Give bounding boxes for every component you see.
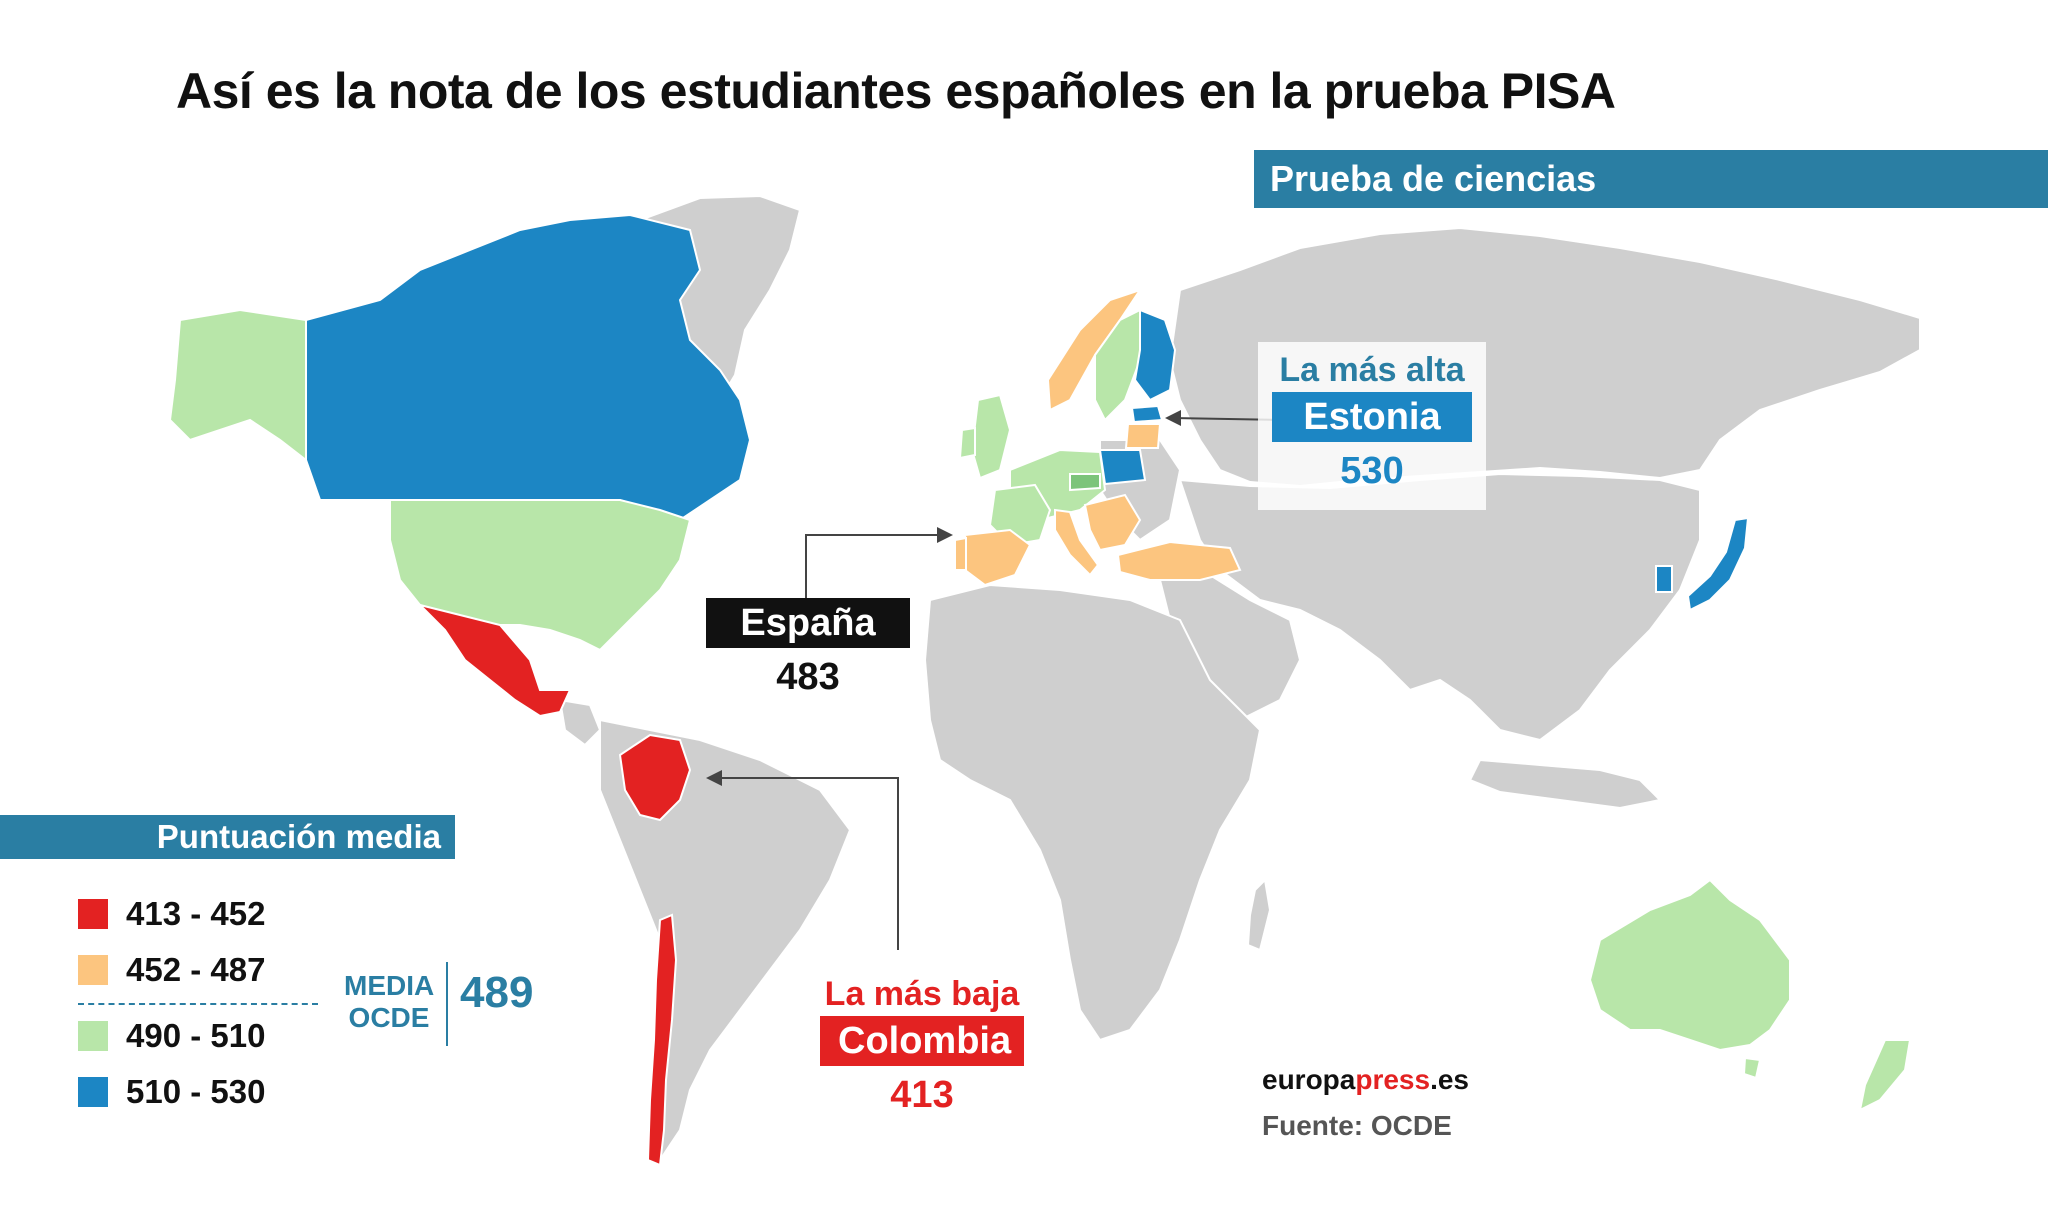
baltics: [1124, 423, 1162, 449]
callout-highest: La más alta Estonia 530: [1258, 342, 1486, 510]
balkans: [1083, 493, 1142, 552]
portugal: [954, 536, 967, 571]
sweden: [1094, 308, 1141, 422]
callout-highest-country: Estonia: [1272, 392, 1472, 442]
callout-highest-label: La más alta: [1279, 351, 1465, 389]
uk: [970, 393, 1012, 480]
callout-lowest-country: Colombia: [820, 1016, 1024, 1066]
central-america: [558, 698, 602, 747]
subtitle-banner: Prueba de ciencias: [1254, 150, 2048, 208]
legend-swatch-blue: [78, 1077, 108, 1107]
czechia: [1069, 473, 1101, 492]
africa: [923, 583, 1262, 1042]
asia-central: [1178, 472, 1701, 742]
turkey: [1116, 540, 1242, 581]
ocde-label: MEDIA OCDE: [344, 970, 434, 1034]
spain: [964, 528, 1032, 587]
ocde-separator: [446, 962, 448, 1046]
ireland: [958, 426, 976, 460]
callout-lowest: La más baja Colombia 413: [818, 972, 1026, 1120]
ocde-divider: [78, 1003, 318, 1005]
brand-part-c: .es: [1430, 1064, 1470, 1095]
brand-part-b: press: [1355, 1064, 1431, 1095]
arrowhead-colombia: [706, 770, 722, 786]
ocde-value: 489: [460, 968, 534, 1017]
arrowhead-spain: [937, 527, 953, 543]
legend-title: Puntuación media: [0, 815, 455, 859]
callout-lowest-score: 413: [890, 1074, 954, 1116]
japan: [1686, 516, 1750, 612]
madagascar: [1246, 877, 1272, 952]
arrow-colombia: [714, 777, 899, 950]
legend-label-green: 490 - 510: [126, 1017, 266, 1054]
legend-label-blue: 510 - 530: [126, 1073, 266, 1110]
indonesia: [1468, 758, 1663, 810]
legend-item-green: 490 - 510: [78, 1017, 266, 1054]
tasmania: [1742, 1056, 1762, 1080]
legend-swatch-red: [78, 899, 108, 929]
finland: [1133, 308, 1177, 402]
ocde-label-line1: MEDIA: [344, 970, 435, 1001]
legend-item-red: 413 - 452: [78, 895, 266, 932]
legend-swatch-orange: [78, 955, 108, 985]
legend-label-orange: 452 - 487: [126, 951, 266, 988]
south-korea: [1655, 565, 1673, 593]
australia: [1588, 878, 1791, 1052]
callout-highest-score: 530: [1340, 450, 1404, 492]
legend-item-orange: 452 - 487: [78, 951, 266, 988]
alaska: [168, 308, 307, 463]
callout-spain-score: 483: [776, 656, 840, 698]
usa: [389, 499, 692, 652]
ocde-label-line2: OCDE: [348, 1002, 430, 1033]
mexico: [416, 603, 572, 718]
brand-logo: europapress.es: [1262, 1064, 1469, 1096]
colombia: [618, 733, 692, 822]
poland: [1098, 449, 1147, 486]
brand-part-a: europa: [1262, 1064, 1356, 1095]
arrow-spain: [805, 534, 945, 600]
callout-spain-country: España: [706, 598, 910, 648]
legend-item-blue: 510 - 530: [78, 1073, 266, 1110]
callout-spain: España 483: [706, 598, 910, 702]
italy: [1054, 508, 1100, 577]
canada: [305, 213, 752, 522]
arrowhead-estonia: [1165, 410, 1181, 426]
legend-swatch-green: [78, 1021, 108, 1051]
legend-label-red: 413 - 452: [126, 895, 266, 932]
estonia: [1130, 404, 1164, 424]
new-zealand: [1858, 1039, 1912, 1112]
chile: [646, 913, 678, 1167]
map-title: Así es la nota de los estudiantes españo…: [176, 63, 1616, 119]
callout-lowest-label: La más baja: [824, 975, 1020, 1013]
source-note: Fuente: OCDE: [1262, 1110, 1452, 1141]
